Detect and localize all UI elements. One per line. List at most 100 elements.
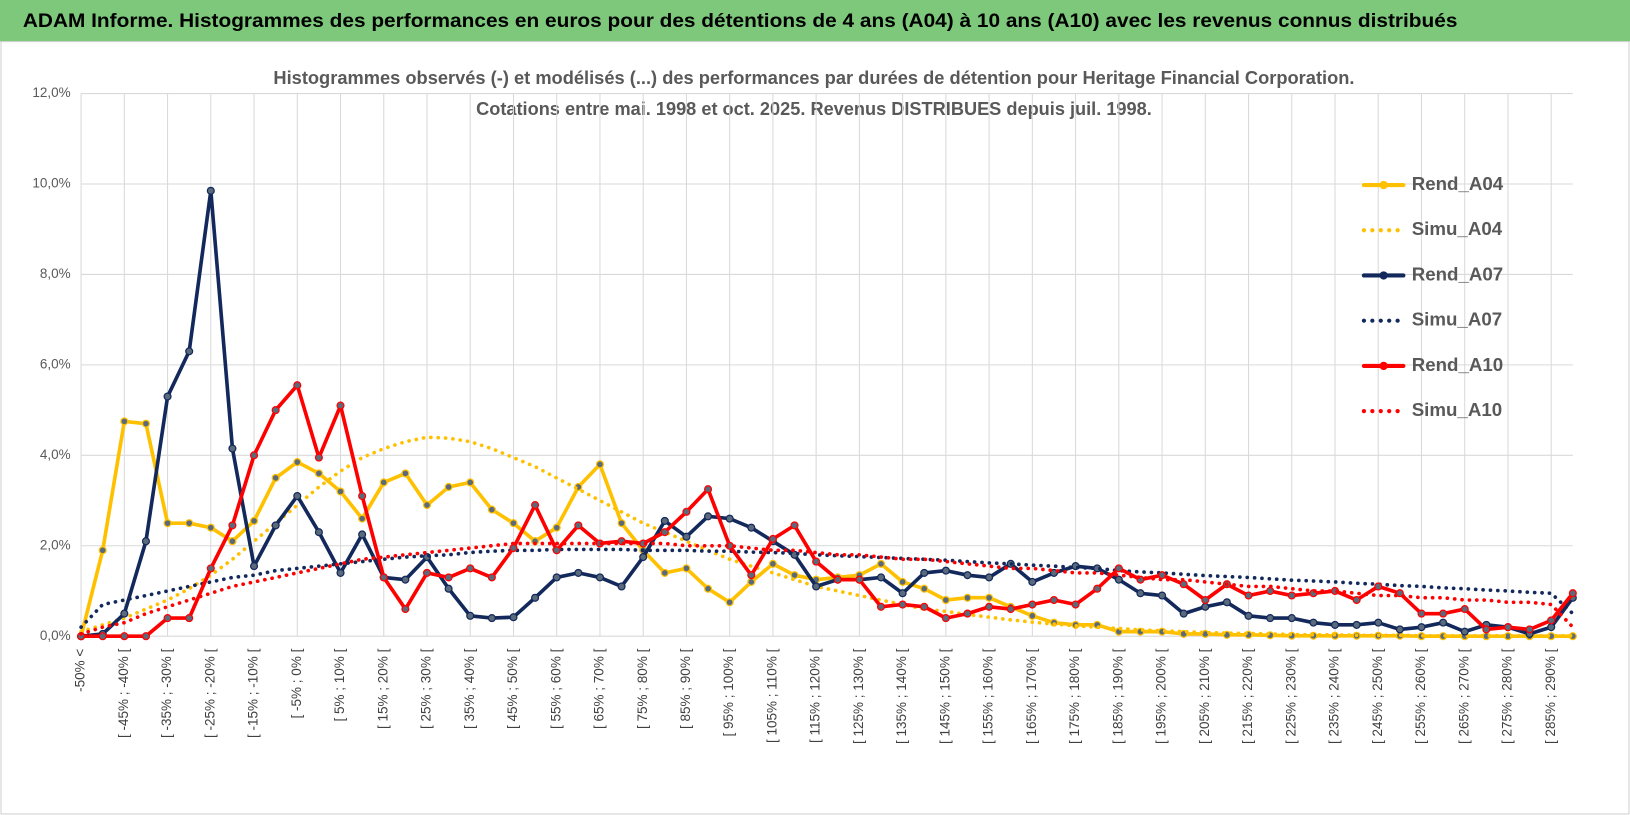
data-point bbox=[1179, 609, 1188, 618]
data-point bbox=[682, 507, 691, 516]
data-point bbox=[1201, 595, 1210, 605]
data-point bbox=[725, 514, 734, 523]
data-point bbox=[639, 553, 648, 562]
data-point bbox=[552, 546, 561, 555]
x-tick-label: [ 65% ; 70% [ bbox=[592, 648, 607, 729]
data-point bbox=[228, 444, 237, 453]
data-point bbox=[314, 469, 323, 478]
legend-label: Simu_A10 bbox=[1412, 399, 1502, 420]
data-point bbox=[120, 609, 129, 618]
observed-line bbox=[79, 188, 1575, 639]
data-point bbox=[249, 562, 259, 571]
data-point bbox=[790, 521, 799, 530]
data-point bbox=[487, 573, 496, 582]
x-tick-label: [ -15% ; -10% [ bbox=[246, 648, 261, 738]
data-point bbox=[985, 573, 994, 582]
data-point bbox=[876, 559, 886, 568]
data-point bbox=[1547, 616, 1556, 625]
data-point bbox=[574, 521, 583, 530]
data-point bbox=[379, 478, 388, 487]
data-point bbox=[725, 598, 734, 607]
x-tick-label: [ 265% ; 270% [ bbox=[1456, 648, 1471, 744]
data-point bbox=[1158, 571, 1167, 580]
data-point bbox=[422, 501, 432, 510]
data-point bbox=[703, 584, 713, 593]
legend-label: Rend_A07 bbox=[1412, 263, 1503, 284]
data-point bbox=[228, 537, 237, 546]
data-point bbox=[1136, 589, 1145, 598]
data-point bbox=[574, 568, 583, 577]
data-point bbox=[206, 523, 215, 532]
data-point bbox=[660, 568, 669, 577]
data-point bbox=[1547, 623, 1556, 632]
header-title: ADAM Informe. Histogrammes des performan… bbox=[23, 10, 1458, 32]
data-point bbox=[660, 528, 669, 537]
data-point bbox=[1460, 605, 1469, 614]
data-point bbox=[185, 347, 194, 356]
data-point bbox=[985, 602, 994, 611]
data-point bbox=[401, 605, 410, 614]
data-point bbox=[595, 573, 605, 582]
chart-title: Histogrammes observés (-) et modélisés (… bbox=[273, 67, 1354, 88]
x-tick-label: [ 15% ; 20% [ bbox=[375, 648, 390, 729]
data-point bbox=[358, 530, 367, 539]
data-point bbox=[703, 512, 713, 521]
data-point bbox=[898, 589, 907, 598]
data-point bbox=[963, 609, 972, 618]
data-point bbox=[379, 573, 388, 582]
x-tick-label: [ 205% ; 210% [ bbox=[1197, 648, 1212, 744]
data-point bbox=[920, 568, 929, 577]
data-point bbox=[1352, 595, 1361, 605]
data-point bbox=[1028, 600, 1037, 609]
observed-line bbox=[79, 383, 1575, 639]
data-point bbox=[876, 573, 886, 582]
data-point bbox=[141, 537, 150, 546]
data-point bbox=[509, 613, 518, 622]
data-point bbox=[163, 614, 172, 623]
y-tick-label: 12,0% bbox=[32, 85, 70, 100]
data-point bbox=[1114, 564, 1123, 573]
data-point bbox=[1287, 591, 1296, 600]
x-tick-label: [ 195% ; 200% [ bbox=[1154, 648, 1169, 744]
data-point bbox=[271, 406, 280, 415]
data-point bbox=[249, 451, 259, 460]
data-point bbox=[1460, 627, 1469, 636]
data-point bbox=[963, 571, 972, 580]
x-tick-label: [ 275% ; 280% [ bbox=[1500, 648, 1515, 744]
data-point bbox=[466, 611, 475, 620]
x-tick-label: [ 225% ; 230% [ bbox=[1283, 648, 1298, 744]
data-point bbox=[1028, 577, 1037, 586]
y-tick-label: 0,0% bbox=[40, 628, 71, 643]
data-point bbox=[141, 632, 150, 641]
x-tick-label: [ 5% ; 10% [ bbox=[332, 648, 347, 721]
data-point bbox=[768, 559, 777, 568]
x-tick-label: [ 125% ; 130% [ bbox=[851, 648, 866, 744]
observed-line bbox=[79, 419, 1575, 639]
y-tick-label: 10,0% bbox=[32, 176, 70, 191]
x-tick-label: [ 85% ; 90% [ bbox=[678, 648, 693, 729]
data-point bbox=[1330, 620, 1340, 629]
data-point bbox=[1093, 584, 1102, 593]
data-point bbox=[941, 595, 950, 605]
data-point bbox=[941, 614, 950, 623]
data-point bbox=[920, 584, 929, 593]
data-point bbox=[1049, 568, 1059, 577]
data-point bbox=[466, 564, 475, 573]
legend-label: Simu_A04 bbox=[1412, 218, 1503, 239]
x-tick-label: [ 215% ; 220% [ bbox=[1240, 648, 1255, 744]
data-point bbox=[1244, 591, 1253, 600]
data-point bbox=[1482, 625, 1491, 634]
x-tick-label: [ 255% ; 260% [ bbox=[1413, 648, 1428, 744]
data-point bbox=[1352, 620, 1361, 629]
x-tick-label: [ 45% ; 50% [ bbox=[505, 648, 520, 729]
data-point bbox=[833, 575, 842, 584]
data-point bbox=[271, 473, 280, 482]
x-tick-label: [ -45% ; -40% [ bbox=[116, 648, 131, 738]
data-point bbox=[336, 487, 345, 496]
x-tick-label: [ 145% ; 150% [ bbox=[937, 648, 952, 744]
data-point bbox=[98, 632, 107, 641]
data-point bbox=[1525, 625, 1534, 634]
data-point bbox=[768, 534, 777, 544]
